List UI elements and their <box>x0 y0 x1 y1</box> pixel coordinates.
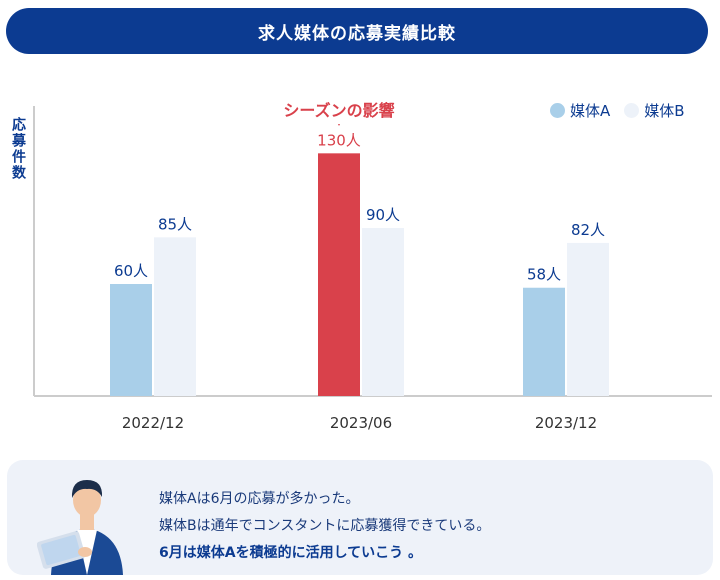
bar-b-2023/06 <box>362 228 404 396</box>
info-line-3: 6月は媒体Aを積極的に活用していこう 。 <box>159 545 423 561</box>
title-banner: 求人媒体の応募実績比較 <box>6 8 708 54</box>
person-with-tablet-icon <box>37 480 123 575</box>
info-line-1: 媒体Aは6月の応募が多かった。 <box>159 491 360 507</box>
y-axis-label: 応募件数 <box>10 117 26 181</box>
legend-swatch-b <box>624 103 640 118</box>
data-label-a-2023/12: 58人 <box>527 266 561 284</box>
x-tick-label-2023/06: 2023/06 <box>330 414 392 432</box>
x-tick-label-2023/12: 2023/12 <box>535 414 597 432</box>
legend-swatch-a <box>550 103 565 118</box>
legend-item-a: 媒体A <box>550 100 610 121</box>
bar-a-2023/06 <box>318 153 360 396</box>
legend-item-b: 媒体B <box>624 100 685 121</box>
page-title: 求人媒体の応募実績比較 <box>258 23 456 44</box>
info-box: 媒体Aは6月の応募が多かった。 媒体Bは通年でコンスタントに応募獲得できている。… <box>7 460 713 575</box>
info-text: 媒体Aは6月の応募が多かった。 媒体Bは通年でコンスタントに応募獲得できている。… <box>159 486 490 567</box>
legend-label-a: 媒体A <box>570 102 611 120</box>
bar-a-2023/12 <box>523 287 565 396</box>
bar-b-2022/12 <box>154 237 196 396</box>
data-label-b-2023/06: 90人 <box>366 206 400 224</box>
data-label-b-2023/12: 82人 <box>571 221 605 239</box>
chart-legend: 媒体A 媒体B <box>550 100 685 121</box>
legend-label-b: 媒体B <box>644 102 685 120</box>
data-label-b-2022/12: 85人 <box>158 215 192 233</box>
data-label-a-2023/06: 130人 <box>317 131 361 149</box>
bar-a-2022/12 <box>110 284 152 396</box>
annotation-season-effect: シーズンの影響 <box>283 101 394 120</box>
data-label-a-2022/12: 60人 <box>114 262 148 280</box>
info-line-2: 媒体Bは通年でコンスタントに応募獲得できている。 <box>159 518 491 534</box>
bar-chart: 60人 85人 2022/12 130人 90人 2023/06 58人 82人 2023/12… <box>33 101 712 432</box>
bar-b-2023/12 <box>567 242 609 396</box>
x-tick-label-2022/12: 2022/12 <box>122 414 184 432</box>
